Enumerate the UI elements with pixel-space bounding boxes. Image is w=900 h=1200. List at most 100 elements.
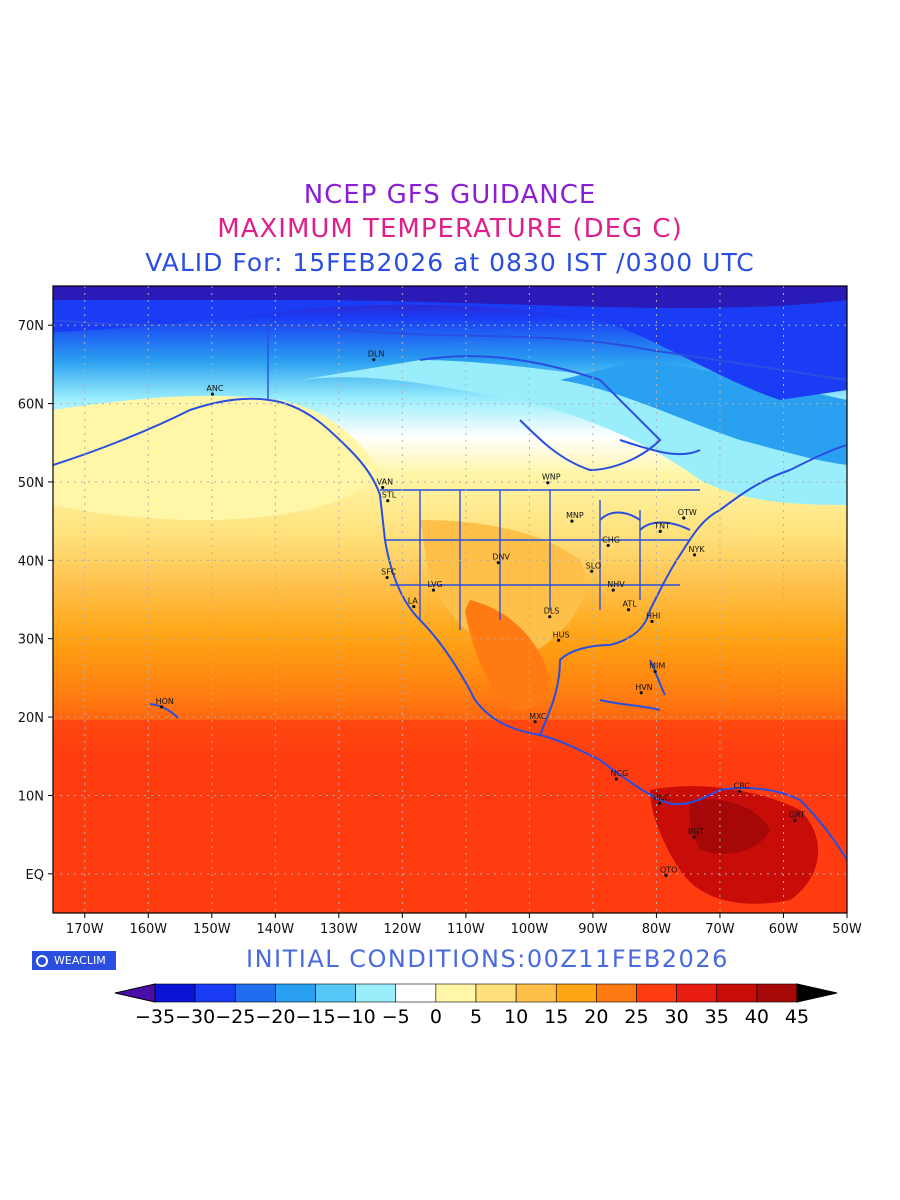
colorbar-label: 25 bbox=[624, 1006, 649, 1028]
colorbar-label: −10 bbox=[335, 1006, 376, 1028]
colorbar-bin bbox=[756, 983, 798, 1003]
lon-tick-label: 160W bbox=[129, 922, 167, 937]
colorbar bbox=[114, 983, 838, 1003]
colorbar-label: −30 bbox=[175, 1006, 216, 1028]
station-label: MXC bbox=[529, 712, 547, 721]
lat-tick-label: EQ bbox=[26, 868, 44, 883]
lat-tick-label: 70N bbox=[18, 319, 44, 334]
latitude-axis: 70N 60N 50N 40N 30N 20N 10N EQ bbox=[18, 319, 53, 883]
colorbar-bin bbox=[555, 983, 597, 1003]
lon-tick-label: 130W bbox=[320, 922, 358, 937]
map-frame bbox=[52, 285, 848, 914]
station-label: PNC bbox=[654, 793, 671, 802]
station-label: DLS bbox=[544, 607, 560, 616]
station-marker bbox=[533, 720, 537, 724]
title-line-3: VALID For: 15FEB2026 at 0830 IST /0300 U… bbox=[145, 248, 755, 277]
lon-tick-label: 150W bbox=[193, 922, 231, 937]
station-marker bbox=[160, 705, 164, 709]
lat-tick-label: 60N bbox=[18, 398, 44, 413]
lon-tick-label: 50W bbox=[832, 922, 862, 937]
station-label: DNV bbox=[492, 553, 510, 562]
lon-tick-label: 80W bbox=[642, 922, 672, 937]
station-label: HHI bbox=[646, 611, 660, 620]
station-marker bbox=[210, 392, 215, 396]
colorbar-bin bbox=[315, 983, 356, 1003]
station-marker bbox=[431, 588, 436, 592]
colorbar-label: 40 bbox=[744, 1006, 769, 1028]
station-label: DLN bbox=[368, 350, 385, 359]
station-marker bbox=[692, 553, 697, 557]
colorbar-label: 15 bbox=[544, 1006, 569, 1028]
station-marker bbox=[381, 485, 385, 490]
station-marker bbox=[590, 569, 594, 573]
station-label: HUS bbox=[553, 630, 570, 639]
station-label: NHV bbox=[607, 580, 625, 589]
colorbar-bin bbox=[596, 983, 637, 1003]
colorbar-bin bbox=[716, 983, 758, 1003]
station-label: SFC bbox=[381, 568, 397, 577]
station-marker bbox=[557, 638, 561, 642]
colorbar-label: −25 bbox=[215, 1006, 256, 1028]
lon-tick-label: 110W bbox=[447, 922, 485, 937]
colorbar-labels: −35 −30 −25 −20 −15 −10 −5 0 5 10 15 20 25 30 35 40 45 bbox=[0, 1006, 900, 1030]
colorbar-label: 45 bbox=[784, 1006, 810, 1028]
lon-tick-label: 90W bbox=[578, 922, 608, 937]
station-marker bbox=[658, 529, 662, 533]
station-labels: DLN ANC VAN STL WNP MNP TNT OTW CHG NYK DNV SFC SLO L… bbox=[156, 350, 805, 877]
lat-tick-label: 40N bbox=[18, 554, 44, 569]
station-label: CRC bbox=[734, 782, 751, 791]
colorbar-label: 30 bbox=[664, 1006, 689, 1028]
lat-tick-label: 30N bbox=[18, 633, 44, 648]
logo-ring-icon bbox=[36, 954, 48, 967]
station-label: VAN bbox=[377, 477, 393, 486]
colorbar-label: 35 bbox=[704, 1006, 729, 1028]
station-marker bbox=[682, 516, 686, 520]
station-marker bbox=[626, 608, 631, 612]
colorbar-bin bbox=[636, 983, 677, 1003]
lon-tick-label: 170W bbox=[66, 922, 104, 937]
colorbar-bin bbox=[515, 983, 557, 1003]
station-label: CHG bbox=[602, 535, 620, 544]
colorbar-label: 5 bbox=[469, 1006, 483, 1028]
lat-tick-label: 10N bbox=[18, 789, 44, 804]
colorbar-bin bbox=[234, 983, 276, 1003]
station-marker bbox=[548, 615, 552, 619]
station-marker bbox=[611, 588, 615, 592]
station-marker bbox=[614, 777, 619, 781]
station-label: MIM bbox=[649, 662, 665, 671]
station-label: NCG bbox=[610, 769, 628, 778]
station-label: TNT bbox=[653, 521, 670, 530]
station-marker bbox=[606, 543, 610, 548]
station-marker bbox=[372, 358, 376, 362]
lon-tick-label: 60W bbox=[769, 922, 799, 937]
colorbar-bin bbox=[676, 983, 718, 1003]
station-label: ANC bbox=[206, 384, 223, 393]
station-marker bbox=[692, 835, 696, 839]
station-label: QTO bbox=[660, 865, 677, 874]
station-marker bbox=[650, 619, 654, 624]
colorbar-label: −35 bbox=[134, 1006, 176, 1028]
title-line-2: MAXIMUM TEMPERATURE (DEG C) bbox=[217, 214, 683, 244]
station-marker bbox=[664, 873, 668, 877]
station-marker bbox=[653, 670, 657, 674]
station-marker bbox=[385, 575, 389, 580]
colorbar-label: 20 bbox=[584, 1006, 609, 1028]
longitude-axis: 170W 160W 150W 140W 130W 120W 110W 100W 90W 80W 70… bbox=[66, 913, 862, 937]
station-marker bbox=[738, 789, 742, 794]
lat-tick-label: 50N bbox=[18, 476, 44, 491]
station-marker bbox=[570, 519, 574, 523]
station-label: MNP bbox=[566, 511, 584, 520]
station-label: OTW bbox=[678, 508, 697, 517]
station-marker bbox=[793, 818, 797, 823]
lon-tick-label: 120W bbox=[384, 922, 422, 937]
lat-tick-label: 20N bbox=[18, 711, 44, 726]
colorbar-bin bbox=[194, 983, 236, 1003]
station-label: SLO bbox=[586, 561, 602, 570]
colorbar-bin bbox=[154, 983, 196, 1003]
map-field: DLN ANC VAN STL WNP MNP TNT OTW CHG NYK DNV SFC SLO L… bbox=[53, 286, 847, 913]
station-label: STL bbox=[382, 491, 397, 500]
station-marker bbox=[658, 801, 662, 805]
station-label: NYK bbox=[689, 545, 706, 554]
lon-tick-label: 70W bbox=[705, 922, 735, 937]
